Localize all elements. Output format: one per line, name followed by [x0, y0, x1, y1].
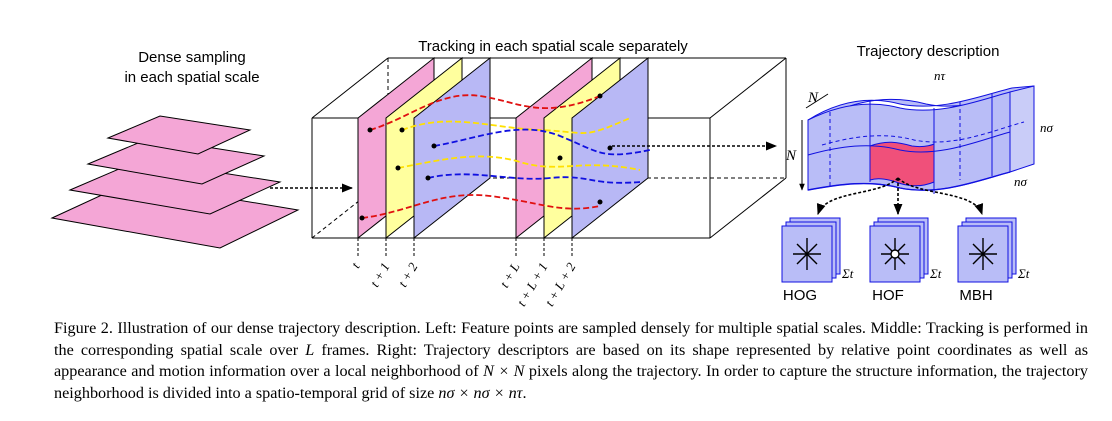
trajectory-yellow-top [401, 117, 631, 134]
trajectory-blue-top [433, 128, 651, 156]
caption-grid: nσ × nσ × nτ [438, 383, 523, 402]
caption-L: L [305, 340, 315, 359]
frame-ticks [357, 238, 573, 256]
dim-N-width: N [807, 90, 819, 106]
scale-pyramid [50, 115, 300, 249]
frame-label-t1: t + 1 [367, 260, 393, 289]
right-title: Trajectory description [857, 43, 1000, 60]
descriptor-mbh: Σt MBH [957, 217, 1030, 304]
caption-NxN: N × N [483, 362, 525, 380]
descriptor-arrows [816, 177, 984, 216]
tracking-volume [311, 57, 787, 239]
frame-label-tL: t + L [497, 260, 523, 290]
dense-trajectory-figure: Dense sampling in each spatial scale Tra… [50, 38, 1054, 309]
descriptor-hof: Σt HOF [869, 217, 942, 304]
width-dim-line [805, 93, 829, 109]
mbh-star-icon [969, 238, 997, 270]
trajectory-points [359, 93, 613, 221]
hog-star-icon [793, 238, 821, 270]
trajectory-blue-mid [427, 173, 641, 184]
caption-middle: frames. Right: Trajectory descriptors ar… [54, 340, 1089, 381]
mbh-sum: Σt [1017, 266, 1030, 281]
descriptor-hog: Σt HOG [781, 217, 854, 304]
dim-N-height: N [785, 148, 797, 164]
hof-sum: Σt [929, 266, 942, 281]
frame-label-t2: t + 2 [395, 260, 421, 290]
scale-layer-3 [68, 159, 282, 215]
caption-end: . [522, 383, 527, 402]
hof-label: HOF [872, 287, 904, 304]
figure-caption: Figure 2. Illustration of our dense traj… [54, 318, 1088, 404]
hof-star-icon [881, 238, 909, 270]
trajectory-red-bottom [361, 194, 601, 219]
n-sigma-right: nσ [1040, 120, 1054, 135]
mbh-label: MBH [959, 287, 992, 304]
n-sigma-bottom: nσ [1014, 174, 1028, 189]
descriptor-volume [807, 85, 1035, 194]
left-label-line1: Dense sampling [138, 49, 246, 66]
hog-label: HOG [783, 287, 817, 304]
hog-sum: Σt [841, 266, 854, 281]
middle-title: Tracking in each spatial scale separatel… [418, 38, 688, 55]
caption-middle2: pixels along the trajectory. In order to… [54, 362, 1088, 402]
n-tau-label: nτ [934, 68, 947, 83]
scale-layer-1 [106, 115, 252, 155]
left-label-line2: in each spatial scale [124, 69, 259, 86]
trajectories [361, 94, 651, 219]
trajectory-red-top [369, 94, 601, 131]
trajectory-yellow-mid [397, 155, 641, 171]
scale-layer-2 [86, 137, 266, 185]
caption-prefix: Figure 2. Illustration of our dense traj… [54, 319, 1088, 359]
frame-label-t: t [348, 260, 363, 271]
